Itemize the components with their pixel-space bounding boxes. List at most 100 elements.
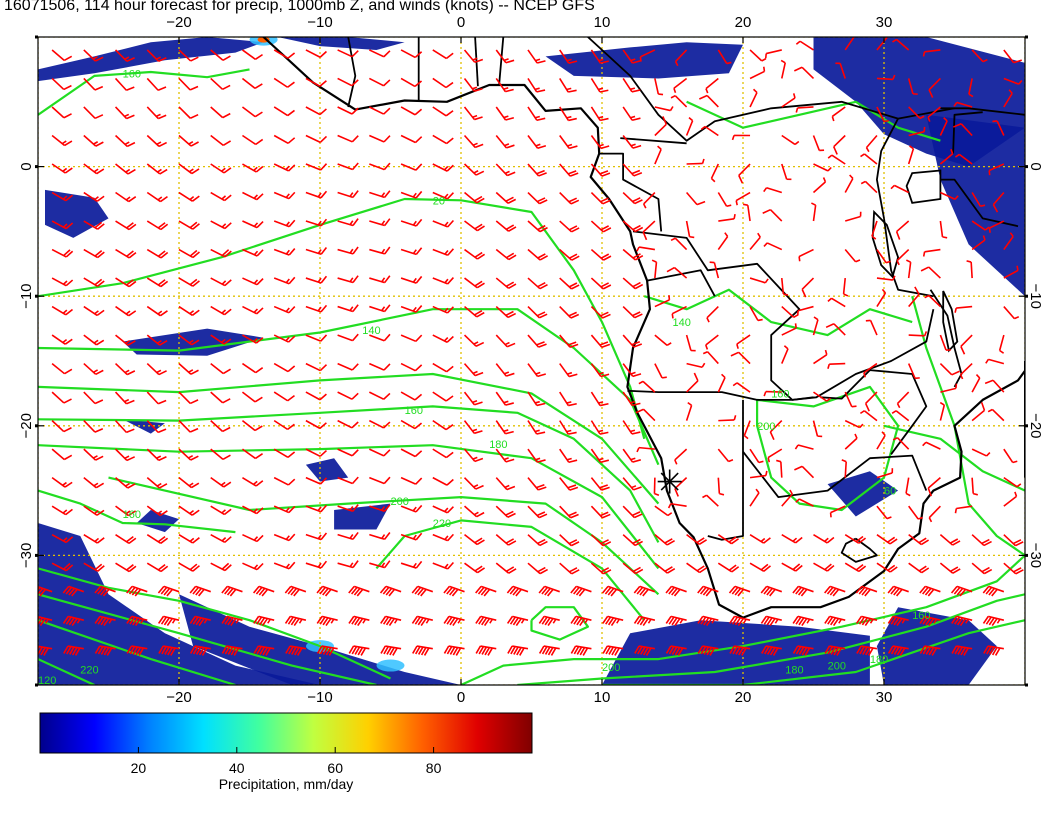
wind-barb-511 [527,505,548,519]
wind-barb-376 [178,391,199,405]
wind-barb-545 [622,534,643,547]
border-line-14 [883,218,934,298]
contour-label: 180 [870,654,888,666]
wind-barb-342 [83,362,104,376]
wind-barb-605 [538,585,560,597]
wind-barb-212 [871,220,878,240]
wind-barb-88 [876,106,889,123]
wind-barb-619 [982,585,1005,597]
wind-barb-32 [83,77,104,91]
wind-barb-493 [927,477,941,497]
wind-barb-2 [114,49,135,63]
axis-labels: −20 −20 −10 −10 0 0 10 10 20 20 30 30 0 0 −10 −10 −20 −20… [18,14,1044,706]
wind-barb-86 [795,106,814,113]
plot-frame [37,36,1026,686]
wind-barb-242 [844,249,861,263]
wind-barb-654 [126,645,148,656]
frame-mark [35,35,38,39]
wind-barb-573 [527,562,548,575]
wind-barb-128 [178,163,200,175]
contour-line-10 [38,593,377,685]
wind-barb-324 [495,334,516,348]
contour-label: 160 [405,405,423,417]
wind-barb-358 [590,363,610,378]
map-title: 16071506, 114 hour forecast for precip, … [4,0,595,14]
wind-barb-271 [780,277,789,296]
wind-barb-372 [51,391,72,404]
wind-barb-38 [273,77,295,88]
wind-barb-53 [749,66,766,80]
wind-barb-178 [763,187,783,194]
wind-barb-151 [907,145,915,165]
wind-barb-589 [38,585,53,597]
wind-barb-26 [876,37,888,51]
wind-barb-17 [590,49,609,64]
wind-barb-653 [94,645,116,656]
wind-barb-62 [51,106,72,119]
wind-barb-149 [827,154,846,165]
wind-barb-471 [242,476,264,487]
contour-label: 120 [38,675,56,687]
wind-barb-102 [337,134,359,143]
wind-barb-474 [337,476,359,485]
wind-barb-524 [928,505,941,523]
wind-barb-83 [699,94,719,108]
wind-barb-52 [705,77,719,94]
wind-barb-470 [210,476,232,488]
wind-barb-561 [146,562,169,573]
border-line-12 [820,369,928,455]
wind-barb-477 [432,476,454,486]
wind-barb-456 [749,448,764,464]
wind-barb-533 [242,533,264,543]
wind-barb-448 [495,448,515,463]
wind-barb-606 [570,585,592,597]
wind-barb-112 [654,116,668,137]
wind-barb-146 [738,163,751,184]
wind-barb-345 [178,362,199,375]
wind-barb-365 [813,349,828,365]
wind-barb-450 [559,448,578,464]
contour-label: 140 [673,317,691,329]
wind-barb-332 [736,334,751,349]
coastlines-and-borders [261,37,1025,619]
wind-barb-145 [710,163,720,183]
wind-barb-588 [1003,562,1024,575]
wind-barb-398 [864,391,878,412]
colorbar-tick-label: 40 [229,760,245,776]
wind-barb-153 [954,153,973,165]
wind-barb-461 [892,437,910,450]
wind-barb-123 [992,120,1005,136]
wind-barb-667 [538,645,560,656]
wind-barb-435 [83,448,104,461]
wind-barb-626 [221,615,243,627]
wind-barb-603 [475,585,497,597]
wind-barb-192 [242,220,264,229]
wind-barb-125 [83,163,105,175]
wind-barb-122 [953,123,973,137]
contour-line-11 [38,619,236,685]
wind-barb-613 [792,585,814,597]
wind-barb-480 [527,477,547,491]
wind-barb-77 [527,106,546,122]
wind-barb-143 [654,145,662,165]
wind-barb-431 [939,401,946,421]
lon-tick-label-top: 20 [735,14,752,31]
wind-barb-199 [464,220,485,232]
wind-barb-601 [411,585,434,597]
wind-barb-310 [51,334,73,345]
wind-barb-138 [495,163,516,177]
wind-barb-305 [876,288,887,307]
contour-label: 160 [123,68,141,80]
wind-barb-148 [813,163,832,172]
wind-barb-350 [337,362,359,371]
wind-barb-370 [959,363,973,380]
wind-barb-42 [400,77,423,88]
border-line-10 [707,399,744,541]
wind-barb-56 [835,62,846,79]
wind-barb-5 [210,49,231,61]
wind-barb-506 [369,504,391,513]
wind-barb-97 [178,134,199,147]
wind-barb-57 [876,74,896,81]
wind-barb-385 [463,391,483,406]
wind-barb-206 [685,220,695,239]
